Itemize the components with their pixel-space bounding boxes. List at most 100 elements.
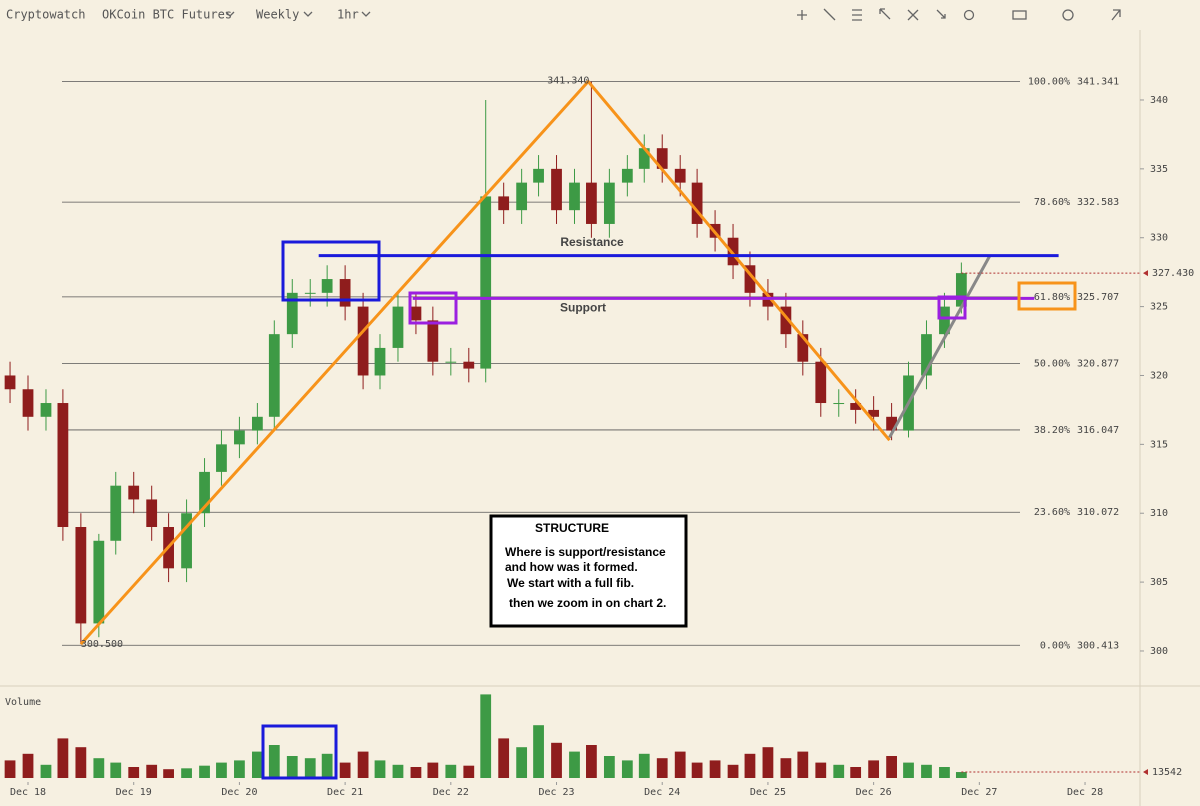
volume-bar [569,751,580,778]
note-line: then we zoom in on chart 2. [509,596,666,610]
candle-body [216,444,227,472]
fib-price: 332.583 [1077,197,1119,208]
volume-bar [833,764,845,778]
candle-body [410,306,422,321]
fib-price: 341.341 [1077,77,1119,88]
candle-body [463,361,475,369]
dropdown-arrows [225,11,371,17]
highlight-box [408,291,458,325]
highlight-box [937,295,967,320]
x-tick-label: Dec 27 [961,787,997,798]
candle-body [57,403,69,528]
volume-bar [22,753,34,778]
volume-label: Volume [5,697,41,708]
candle-body [833,403,845,405]
candle-body [480,196,492,369]
candle-body [868,409,880,417]
x-tick-label: Dec 26 [856,787,892,798]
highlight-box [1017,281,1077,311]
note-box [489,514,688,628]
volume-bar [762,747,774,778]
volume-bar [797,751,809,778]
candle-body [815,361,827,404]
x-tick-label: Dec 23 [538,787,574,798]
market-select[interactable]: OKCoin BTC Futures [102,8,232,22]
candle-body [850,403,862,410]
candle-body [304,292,316,294]
arrow-tool[interactable] [879,8,891,20]
resistance-label: Resistance [560,235,624,249]
volume-bar [410,767,422,778]
y-tick-label: 325 [1150,302,1168,313]
y-tick-label: 335 [1150,164,1168,175]
circle-tool[interactable] [963,9,975,21]
candle-body [621,168,633,183]
volume-bar [374,760,386,778]
volume-bar [146,764,158,778]
volume-bar [656,758,668,778]
candle-body [93,540,105,624]
volume-bar [815,762,827,778]
volume-bar [392,764,404,778]
x-tick-label: Dec 25 [750,787,786,798]
x-tick-label: Dec 22 [433,787,469,798]
candle-body [75,527,87,624]
volume-bar [357,751,369,778]
candle-body [727,237,739,266]
candle-body [498,196,510,211]
volume-bar [304,758,316,778]
candle-body [886,416,897,431]
crosshair-tool[interactable] [797,10,807,20]
volume-bar [903,762,914,778]
settings-button[interactable] [1062,9,1074,21]
interval-select[interactable]: 1hr [337,8,359,22]
volume-bar [427,762,439,778]
volume-bar [586,745,597,778]
expand-button[interactable] [1111,9,1121,21]
y-tick-label: 315 [1150,439,1168,450]
fib-percent: 50.00% [1034,358,1070,369]
brand[interactable]: Cryptowatch [6,8,85,22]
volume-bar [110,762,122,778]
candle-body [268,334,280,417]
volume-bar [445,764,457,778]
fib-price: 300.413 [1077,640,1119,651]
fib-percent: 0.00% [1040,640,1070,651]
candle-body [744,265,756,293]
last-volume-arrow [1143,769,1148,776]
x-tick-label: Dec 21 [327,787,363,798]
candle-body [427,320,439,362]
candle-body [251,416,263,431]
candle-body [286,292,298,335]
ray-tool[interactable] [936,9,946,19]
candle-body [656,148,668,169]
volume-bar [674,751,686,778]
fib-tool[interactable] [852,9,862,21]
y-tick-label: 300 [1150,646,1168,657]
candle-body [445,361,457,363]
candle-body [516,182,528,211]
volume-bar [603,756,615,778]
fib-percent: 78.60% [1034,197,1070,208]
volume-bar [181,768,192,778]
volume-bar [551,742,562,778]
volume-bar [4,760,16,778]
pitchfork-tool[interactable] [907,9,919,21]
volume-bar [498,738,510,778]
candle-body [533,168,544,183]
volume-bar [939,767,950,778]
period-select[interactable]: Weekly [256,8,299,22]
candle-body [357,306,369,376]
fib-percent: 61.80% [1034,292,1070,303]
volume-bar [638,753,650,778]
line-tool[interactable] [823,8,836,21]
fib-price: 316.047 [1077,425,1119,436]
fib-price: 325.707 [1077,292,1119,303]
volume-bar [286,756,298,778]
candle-body [4,375,16,390]
candle-body [921,334,932,376]
fib-price: 320.877 [1077,358,1119,369]
highlight-box [281,240,381,302]
keyboard-button[interactable] [1012,10,1027,20]
